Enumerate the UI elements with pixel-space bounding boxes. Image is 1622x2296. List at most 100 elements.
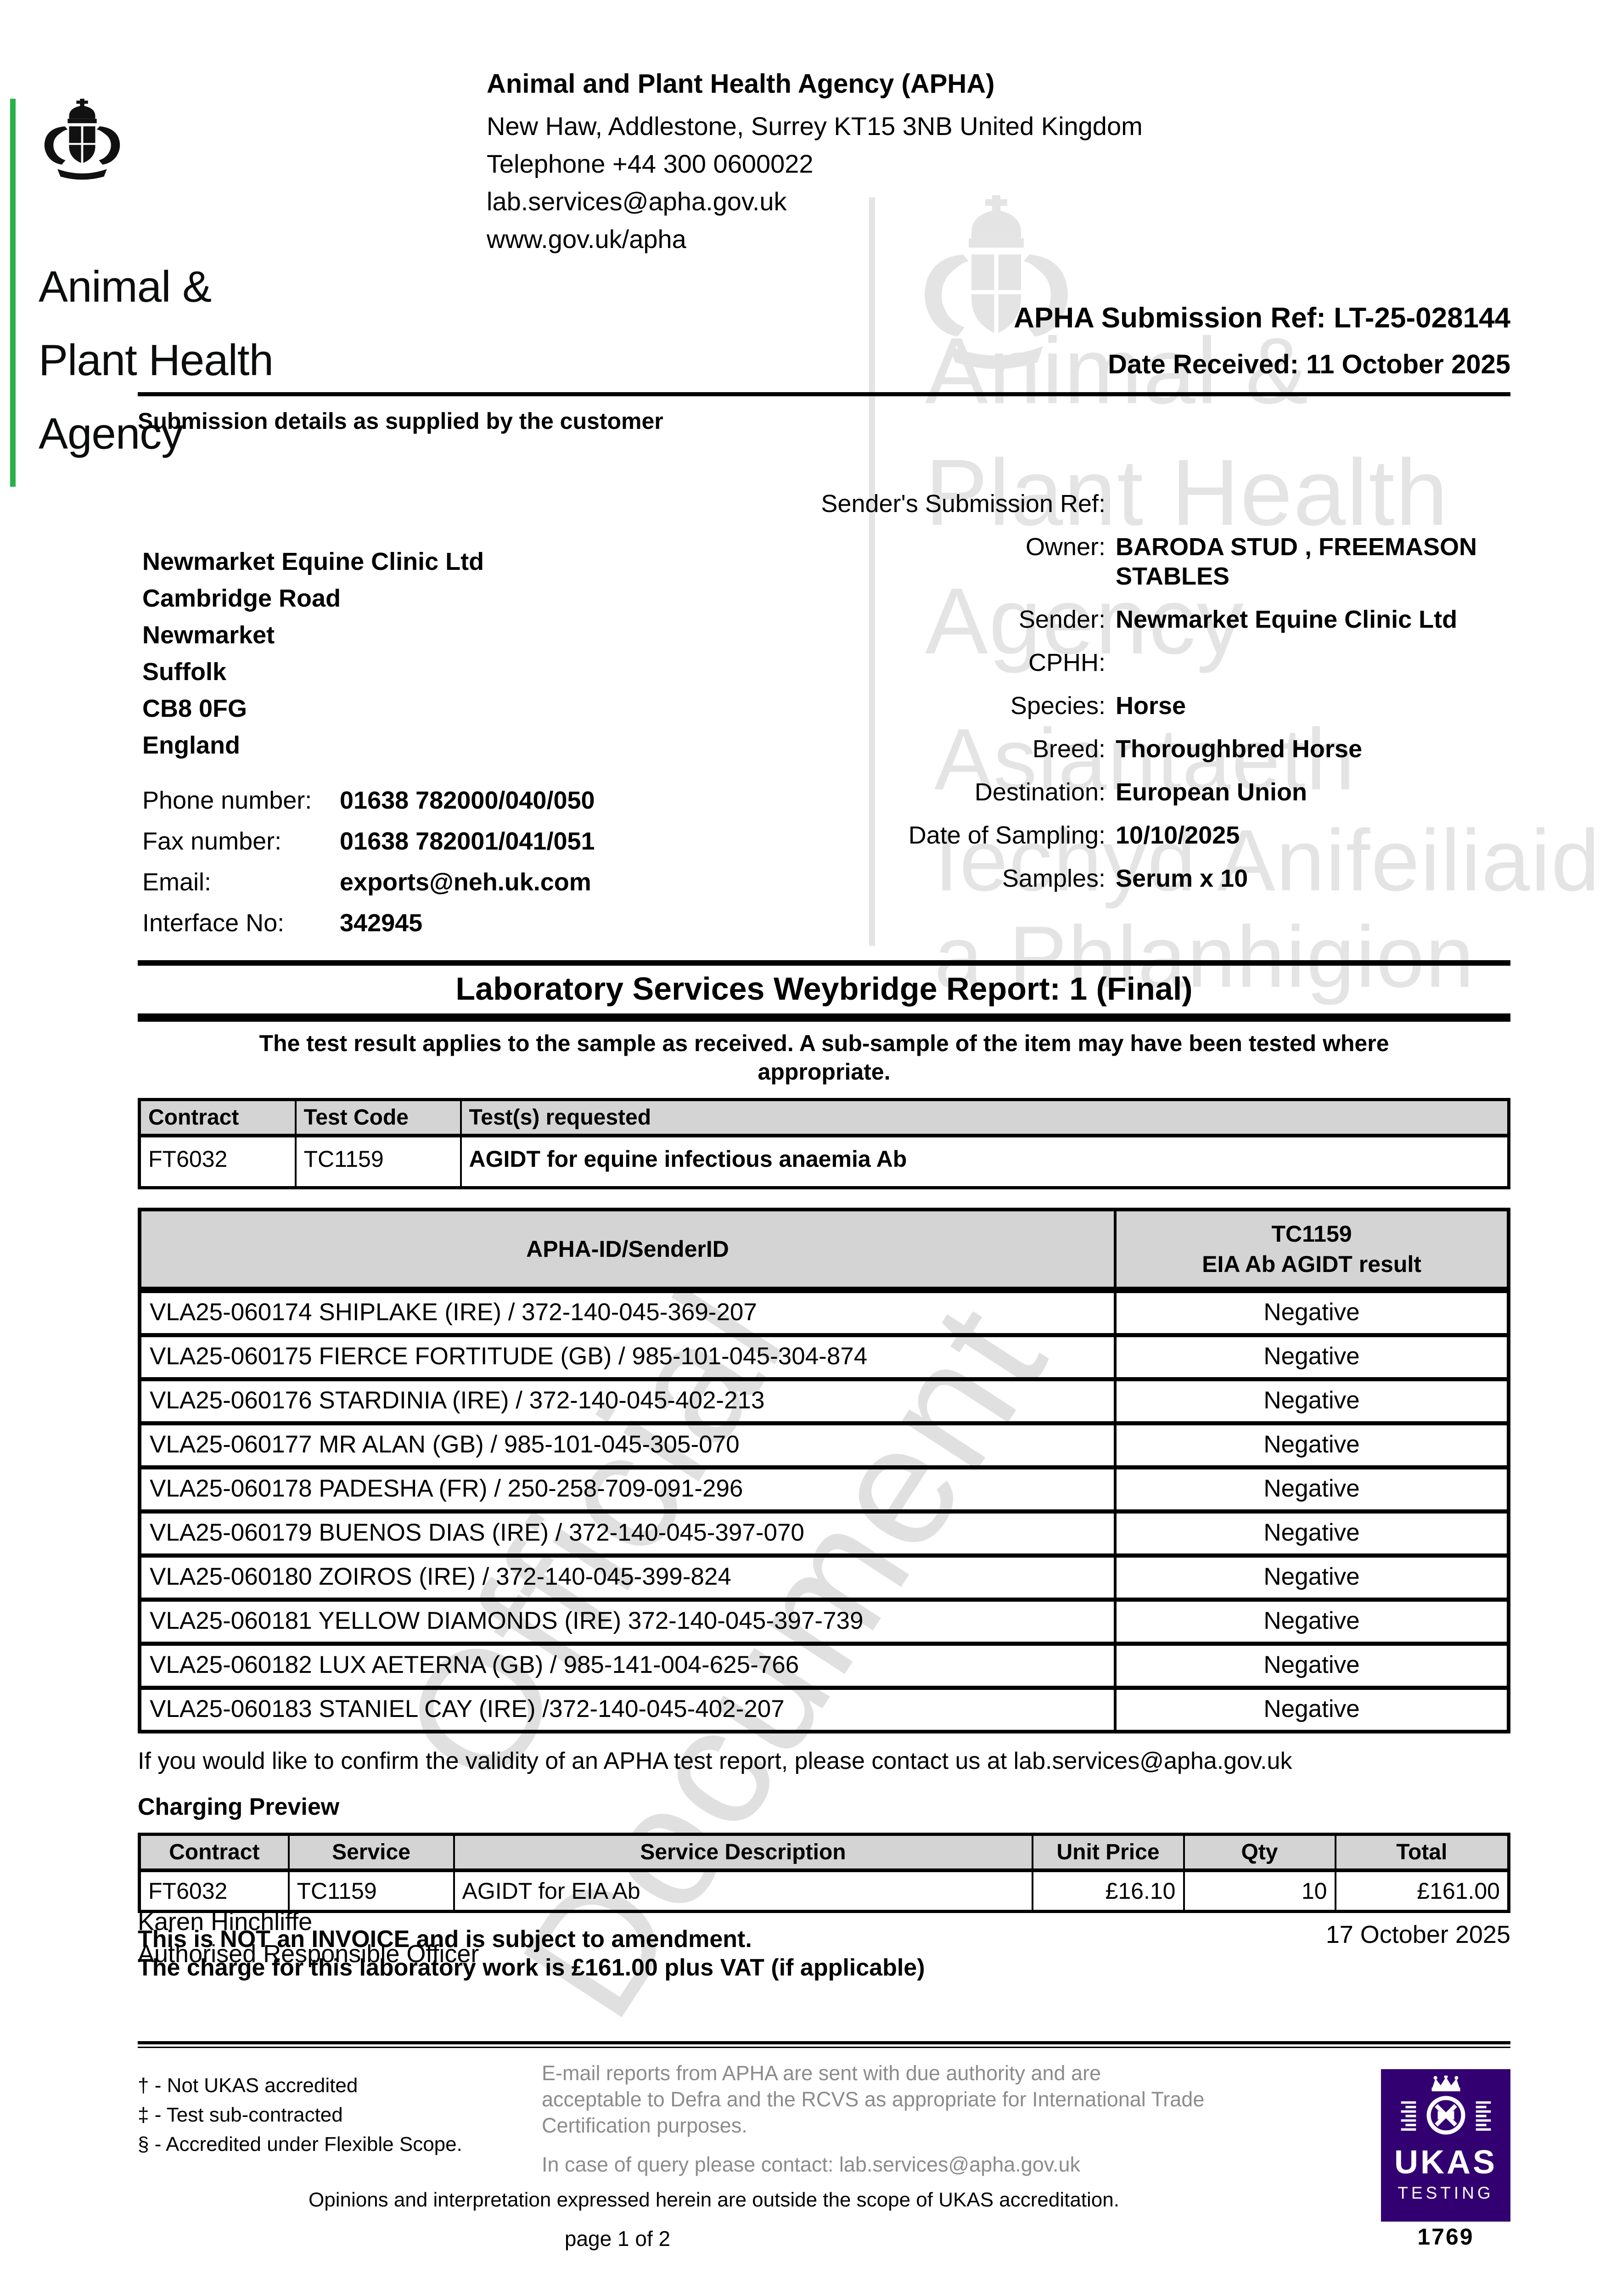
contact-value: 01638 782001/041/051: [340, 827, 595, 855]
result-row: VLA25-060181 YELLOW DIAMONDS (IRE) 372-1…: [140, 1598, 1509, 1644]
ukas-crown-circle-icon: [1401, 2076, 1491, 2135]
org-address: New Haw, Addlestone, Surrey KT15 3NB Uni…: [487, 112, 1143, 141]
detail-value: Horse: [1116, 692, 1186, 720]
customer-address: Newmarket Equine Clinic Ltd Cambridge Roa…: [138, 489, 738, 764]
charging-header-unitprice: Unit Price: [1031, 1833, 1185, 1872]
watermark-bar: [869, 197, 875, 946]
detail-value: European Union: [1116, 778, 1307, 806]
sample-id: VLA25-060177 MR ALAN (GB) / 985-101-045-…: [140, 1421, 1115, 1468]
result-value: Negative: [1114, 1598, 1509, 1644]
request-contract: FT6032: [138, 1135, 297, 1189]
watermark-text: Plant Health: [925, 440, 1449, 545]
org-telephone: Telephone +44 300 0600022: [487, 149, 814, 178]
sample-details-column: Sender's Submission Ref: Owner: BARODA S…: [738, 489, 1510, 944]
signatory-role: Authorised Responsible Officer: [138, 1940, 479, 1968]
logo-line: Plant Health: [39, 336, 274, 385]
footer: † - Not UKAS accredited ‡ - Test sub-cont…: [138, 2041, 1510, 2251]
charging-header-total: Total: [1334, 1833, 1510, 1872]
customer-contact: Phone number: 01638 782000/040/050 Fax n…: [138, 780, 738, 944]
validity-note: If you would like to confirm the validit…: [138, 1748, 1292, 1774]
charging-unitprice: £16.10: [1031, 1869, 1185, 1913]
date-received-label: Date Received:: [1108, 349, 1299, 379]
charging-header-row: Contract Service Service Description Uni…: [138, 1833, 1510, 1872]
watermark-text: Asiantaeth: [934, 711, 1356, 808]
sample-id: VLA25-060179 BUENOS DIAS (IRE) / 372-140…: [140, 1509, 1115, 1556]
charging-description: AGIDT for EIA Ab: [453, 1869, 1033, 1913]
charging-contract: FT6032: [138, 1869, 290, 1913]
result-row: VLA25-060178 PADESHA (FR) / 250-258-709-…: [140, 1465, 1509, 1512]
contact-row: Phone number: 01638 782000/040/050: [142, 780, 738, 821]
report-date: 17 October 2025: [1325, 1921, 1510, 1948]
results-header-id: APHA-ID/SenderID: [140, 1210, 1115, 1293]
page-number: page 1 of 2: [564, 2227, 671, 2251]
sample-id: VLA25-060175 FIERCE FORTITUDE (GB) / 985…: [140, 1333, 1115, 1379]
org-website: www.gov.uk/apha: [487, 225, 686, 253]
contact-label: Phone number:: [142, 787, 312, 814]
org-contact-lines: New Haw, Addlestone, Surrey KT15 3NB Uni…: [487, 107, 1510, 258]
date-received: Date Received: 11 October 2025: [138, 350, 1510, 379]
contact-value: exports@neh.uk.com: [340, 868, 591, 896]
detail-label: Owner:: [1025, 533, 1106, 561]
charging-header-contract: Contract: [138, 1833, 290, 1872]
contact-row: Fax number: 01638 782001/041/051: [142, 821, 738, 862]
charge-amount-note: The charge for this laboratory work is £…: [138, 1954, 925, 1981]
request-header-testcode: Test Code: [294, 1098, 462, 1137]
detail-value: Newmarket Equine Clinic Ltd: [1116, 606, 1458, 633]
sample-id: VLA25-060176 STARDINIA (IRE) / 372-140-0…: [140, 1377, 1115, 1424]
request-header-tests: Test(s) requested: [460, 1098, 1510, 1137]
result-row: VLA25-060174 SHIPLAKE (IRE) / 372-140-04…: [140, 1288, 1509, 1335]
logo-line: Agency: [39, 409, 183, 458]
result-row: VLA25-060177 MR ALAN (GB) / 985-101-045-…: [140, 1421, 1509, 1468]
sample-id: VLA25-060183 STANIEL CAY (IRE) /372-140-…: [140, 1686, 1115, 1732]
results-header-row: APHA-ID/SenderID TC1159 EIA Ab AGIDT res…: [140, 1210, 1509, 1293]
sample-id: VLA25-060182 LUX AETERNA (GB) / 985-141-…: [140, 1642, 1115, 1688]
detail-value: Serum x 10: [1116, 865, 1248, 892]
detail-label: CPHH:: [1028, 649, 1106, 676]
ukas-logo-block: UKAS TESTING 1769: [1322, 2069, 1510, 2250]
submission-ref-value: LT-25-028144: [1334, 302, 1510, 334]
address-line: England: [142, 732, 240, 759]
ukas-logo: UKAS TESTING: [1381, 2069, 1510, 2222]
result-value: Negative: [1114, 1465, 1509, 1512]
result-value: Negative: [1114, 1553, 1509, 1600]
result-value: Negative: [1114, 1421, 1509, 1468]
date-received-value: 11 October 2025: [1306, 349, 1510, 379]
query-contact-note: In case of query please contact: lab.ser…: [542, 2153, 1081, 2176]
email-authority-note: E-mail reports from APHA are sent with d…: [542, 2061, 1205, 2137]
submission-details-heading: Submission details as supplied by the cu…: [138, 408, 663, 434]
result-row: VLA25-060175 FIERCE FORTITUDE (GB) / 985…: [140, 1333, 1509, 1379]
charging-header-qty: Qty: [1183, 1833, 1336, 1872]
address-line: CB8 0FG: [142, 695, 247, 722]
not-invoice-note: This is NOT an INVOICE and is subject to…: [138, 1926, 752, 1953]
accreditation-note: † - Not UKAS accredited: [138, 2074, 358, 2097]
charging-table: Contract Service Service Description Uni…: [138, 1833, 1510, 1913]
request-test: AGIDT for equine infectious anaemia Ab: [460, 1135, 1510, 1189]
sample-id: VLA25-060181 YELLOW DIAMONDS (IRE) 372-1…: [140, 1598, 1115, 1644]
charging-header-description: Service Description: [453, 1833, 1033, 1872]
logo-text: Animal & Plant Health Agency: [39, 250, 274, 471]
title-rule-top: [138, 960, 1510, 966]
result-row: VLA25-060179 BUENOS DIAS (IRE) / 372-140…: [140, 1509, 1509, 1556]
charging-qty: 10: [1183, 1869, 1336, 1913]
royal-crest-icon: [39, 99, 126, 193]
detail-row: Sender's Submission Ref:: [738, 489, 1510, 518]
detail-row: Sender: Newmarket Equine Clinic Ltd: [738, 605, 1510, 634]
detail-label: Samples:: [1002, 865, 1106, 892]
address-line: Suffolk: [142, 658, 226, 686]
org-email: lab.services@apha.gov.uk: [487, 187, 787, 216]
footer-divider: [138, 2041, 1510, 2048]
watermark-text: Animal &: [925, 318, 1309, 423]
report-title: Laboratory Services Weybridge Report: 1 …: [455, 971, 1193, 1007]
ukas-number: 1769: [1417, 2224, 1474, 2250]
contact-value: 342945: [340, 909, 423, 937]
result-value: Negative: [1114, 1333, 1509, 1379]
detail-value: [1116, 489, 1510, 518]
detail-row: Owner: BARODA STUD , FREEMASON STABLES: [738, 532, 1510, 591]
charging-row: FT6032 TC1159 AGIDT for EIA Ab £16.10 10…: [138, 1869, 1510, 1913]
submission-ref: APHA Submission Ref: LT-25-028144: [138, 302, 1510, 334]
contact-row: Email: exports@neh.uk.com: [142, 862, 738, 903]
contact-label: Email:: [142, 868, 212, 896]
detail-row: CPHH:: [738, 648, 1510, 677]
header-divider: [138, 392, 1510, 396]
